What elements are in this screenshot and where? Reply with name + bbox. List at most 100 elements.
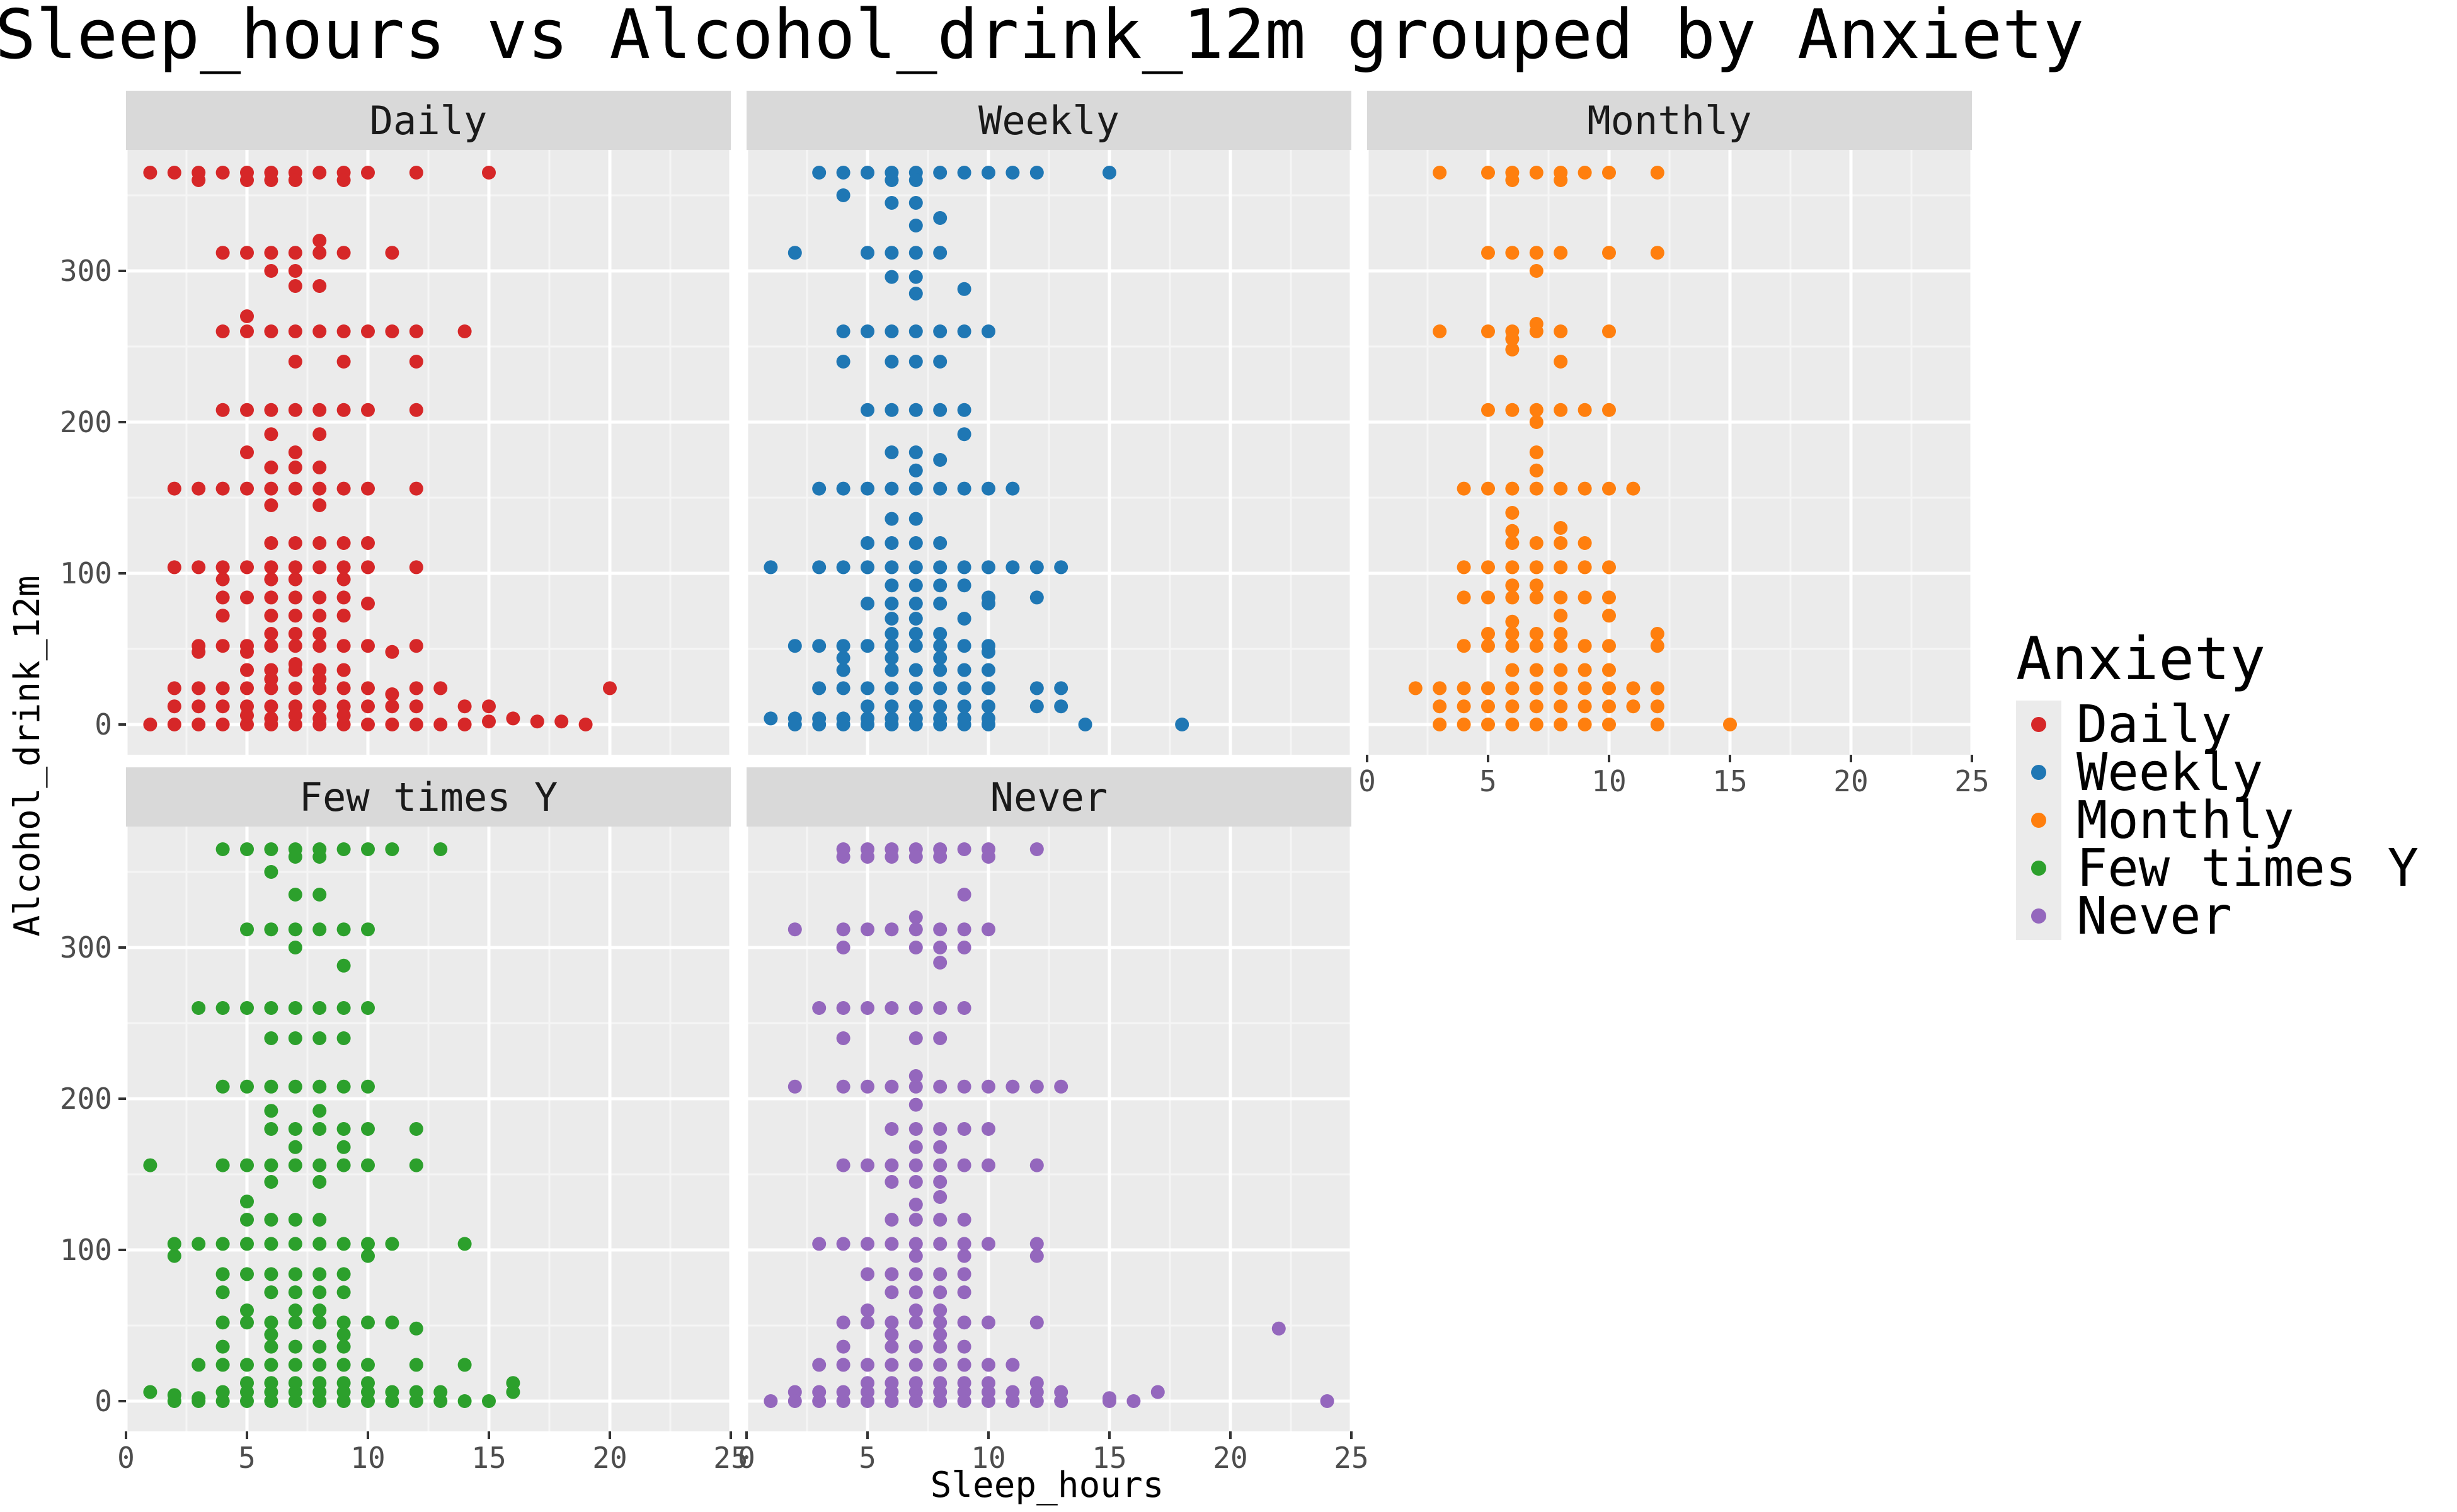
data-point: [885, 536, 899, 550]
data-point: [908, 1213, 923, 1227]
data-point: [264, 590, 278, 605]
data-point: [457, 1358, 472, 1372]
data-point: [1578, 639, 1592, 653]
data-point: [982, 1122, 995, 1136]
data-point: [836, 718, 850, 731]
data-point: [1150, 1385, 1165, 1399]
data-point: [336, 708, 351, 723]
data-point: [312, 1122, 327, 1136]
data-point: [215, 639, 230, 653]
data-point: [908, 560, 923, 575]
data-point: [336, 536, 351, 550]
data-point: [264, 672, 278, 686]
data-point: [288, 1140, 302, 1154]
data-point: [215, 1285, 230, 1300]
data-point: [812, 1001, 827, 1015]
data-point: [143, 718, 158, 731]
data-point: [167, 699, 181, 714]
data-point: [312, 1315, 327, 1330]
data-point: [836, 1394, 850, 1408]
data-point: [1481, 590, 1495, 605]
data-point: [240, 1079, 254, 1094]
data-point: [885, 1001, 899, 1015]
data-point: [433, 842, 448, 856]
data-point: [215, 572, 230, 587]
data-point: [1578, 590, 1592, 605]
data-point: [264, 481, 278, 496]
data-point: [1029, 681, 1044, 696]
data-point: [336, 639, 351, 653]
data-point: [336, 1079, 351, 1094]
data-point: [933, 627, 948, 641]
data-point: [908, 941, 923, 954]
data-point: [312, 560, 327, 575]
data-point: [933, 403, 948, 417]
facet-strip-label: Few times Y: [299, 774, 558, 820]
data-point: [885, 403, 899, 417]
data-point: [1529, 445, 1544, 459]
data-point: [409, 1394, 423, 1408]
data-point: [312, 427, 327, 442]
data-point: [957, 1339, 971, 1354]
data-point: [885, 1267, 899, 1281]
data-point: [982, 718, 995, 731]
data-point: [143, 166, 158, 180]
data-point: [933, 246, 948, 260]
data-point: [933, 1358, 948, 1372]
data-point: [409, 699, 423, 714]
data-point: [885, 1158, 899, 1172]
data-point: [1102, 166, 1116, 180]
data-point: [861, 403, 874, 417]
data-point: [908, 1140, 923, 1154]
data-point: [1554, 590, 1568, 605]
data-point: [1529, 627, 1544, 641]
data-point: [1271, 1321, 1286, 1336]
data-point: [908, 922, 923, 937]
data-point: [957, 1001, 971, 1015]
data-point: [957, 1122, 971, 1136]
data-point: [1650, 681, 1664, 696]
data-point: [312, 536, 327, 550]
data-point: [1554, 355, 1568, 369]
data-point: [312, 1213, 327, 1227]
data-point: [240, 708, 254, 723]
data-point: [1433, 166, 1447, 180]
data-point: [578, 718, 593, 731]
x-tick-label: 20: [1833, 764, 1868, 798]
data-point: [288, 1303, 302, 1317]
data-point: [167, 560, 181, 575]
data-point: [836, 681, 850, 696]
data-point: [957, 1315, 971, 1330]
data-point: [908, 910, 923, 924]
data-point: [264, 1285, 278, 1300]
data-point: [264, 1394, 278, 1408]
data-point: [336, 1122, 351, 1136]
data-point: [1505, 524, 1520, 538]
x-tick-label: 15: [1092, 1441, 1126, 1475]
data-point: [933, 560, 948, 575]
data-point: [1650, 246, 1664, 260]
data-point: [192, 681, 206, 696]
data-point: [215, 1079, 230, 1094]
legend-entry-label: Monthly: [2076, 791, 2294, 850]
data-point: [933, 850, 948, 864]
data-point: [1578, 481, 1592, 496]
data-point: [167, 718, 181, 731]
data-point: [288, 1394, 302, 1408]
data-point: [861, 1376, 874, 1390]
data-point: [957, 481, 971, 496]
data-point: [336, 1158, 351, 1172]
data-point: [167, 166, 181, 180]
data-point: [1529, 463, 1544, 478]
data-point: [885, 1079, 899, 1094]
data-point: [240, 681, 254, 696]
data-point: [908, 663, 923, 677]
data-point: [1029, 1237, 1044, 1251]
facet-strip: [1367, 91, 1972, 150]
data-point: [215, 1001, 230, 1015]
data-point: [264, 1327, 278, 1342]
data-point: [933, 1339, 948, 1354]
data-point: [215, 481, 230, 496]
x-tick-label: 10: [350, 1441, 385, 1475]
